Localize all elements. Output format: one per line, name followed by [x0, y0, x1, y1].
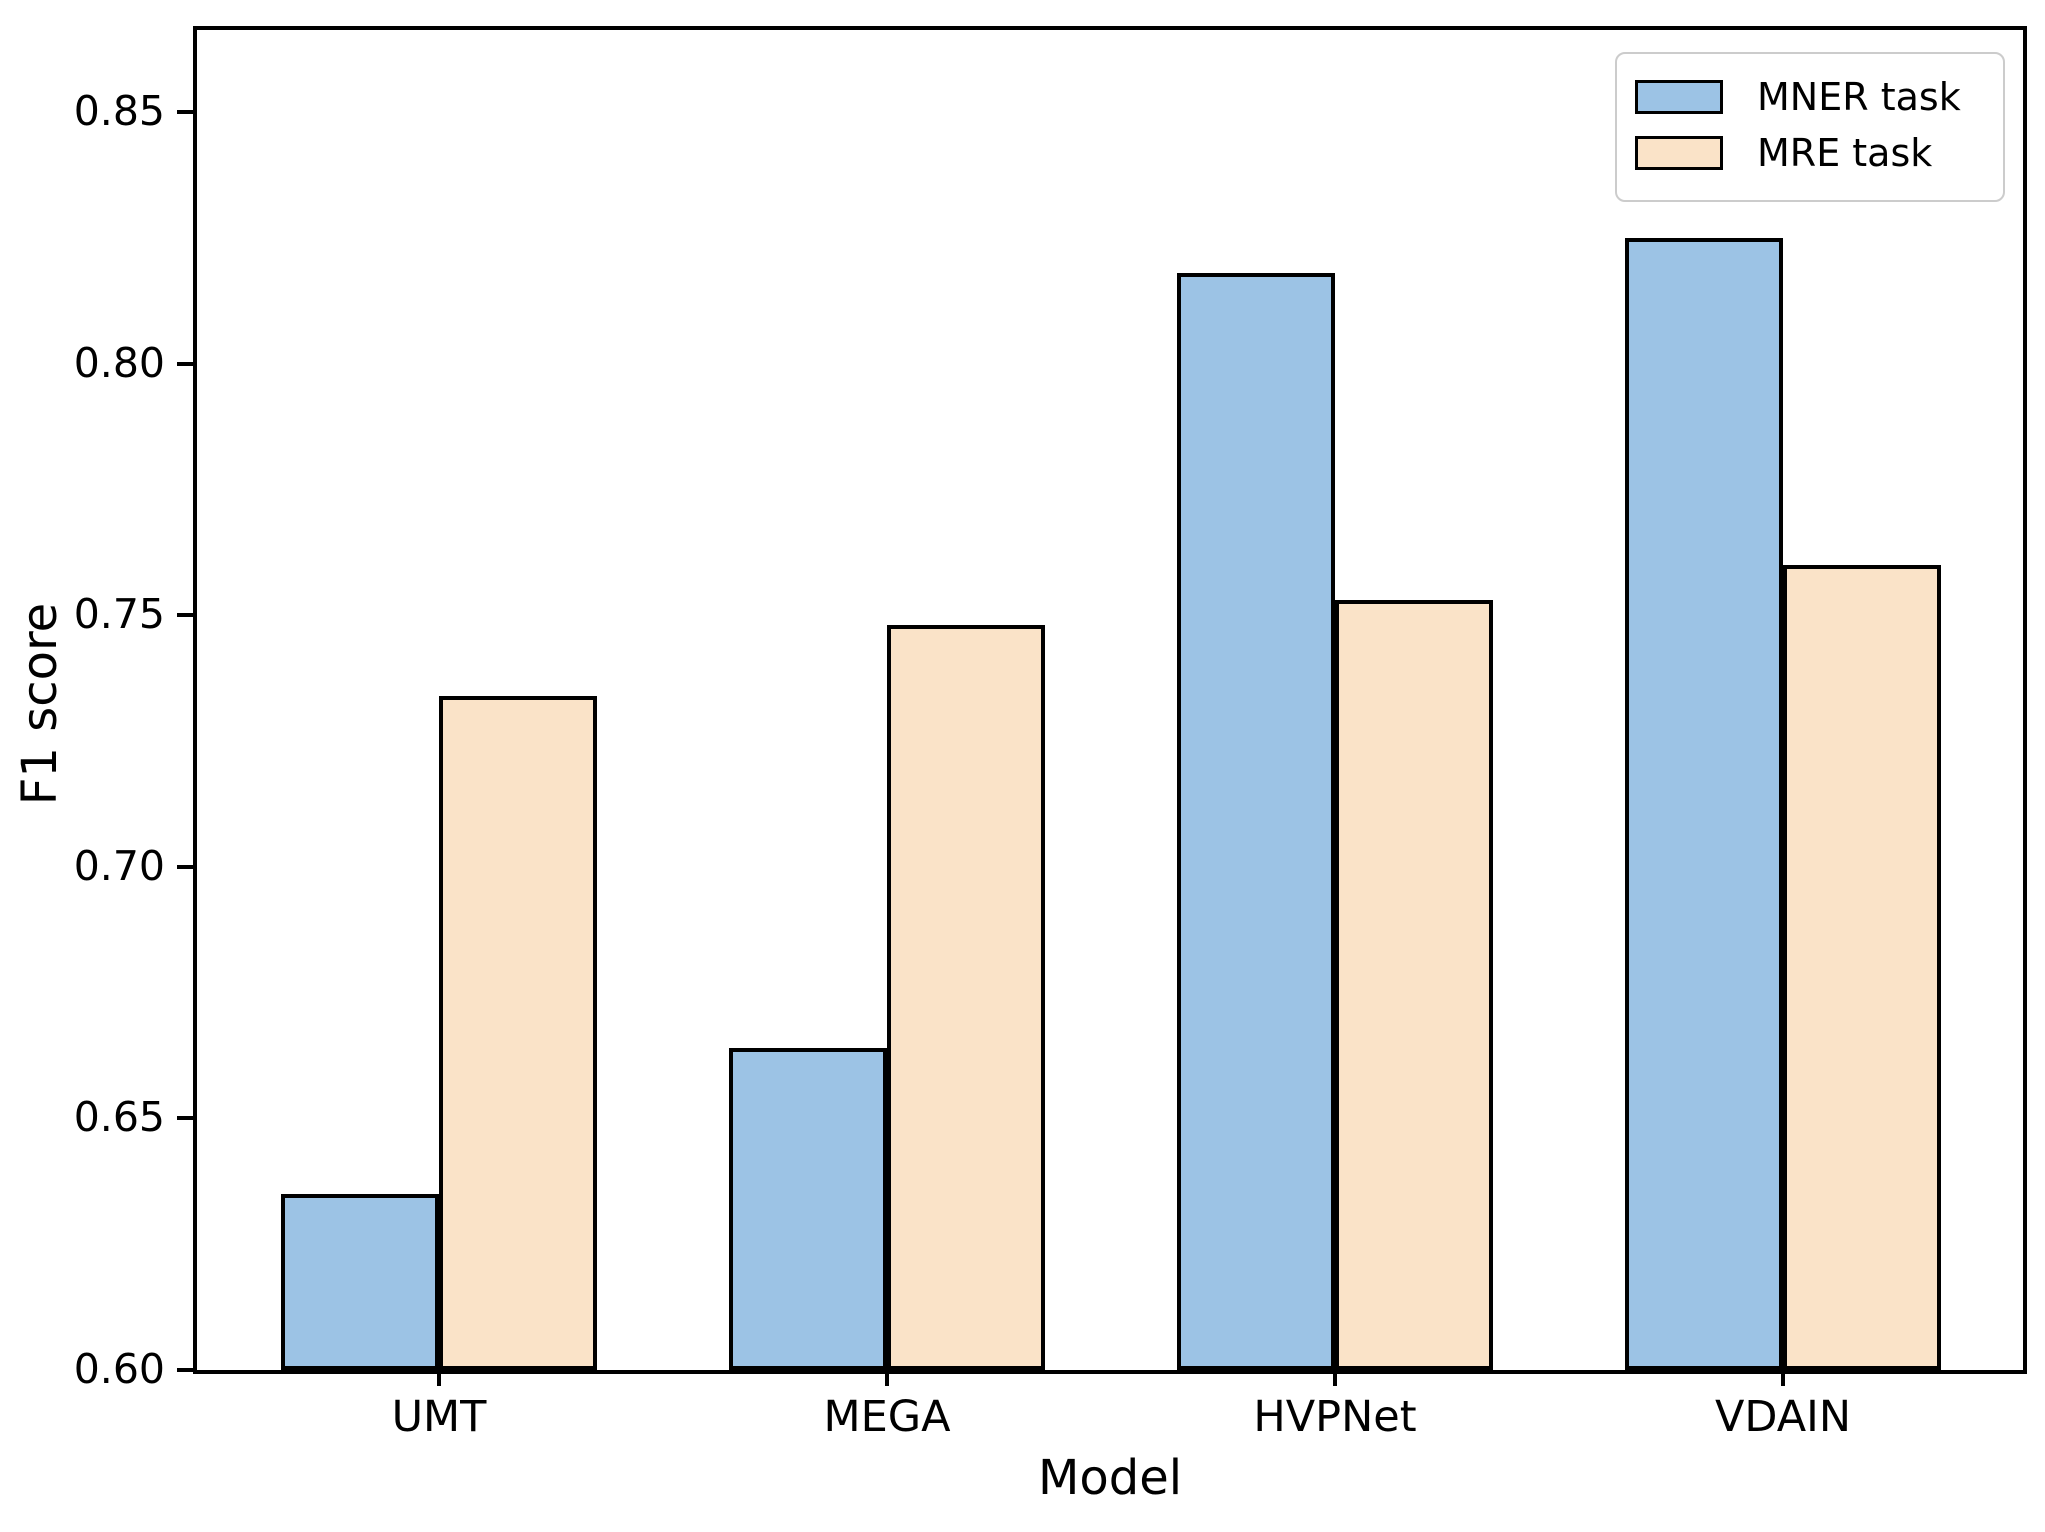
legend-row: MRE task: [1635, 127, 2003, 179]
x-tick-mark: [1781, 1370, 1785, 1386]
y-tick-label: 0.70: [73, 841, 165, 890]
y-tick-label: 0.80: [73, 338, 165, 387]
y-tick-mark: [177, 1116, 193, 1121]
legend-label: MNER task: [1757, 75, 1961, 119]
bar-mner-vdain: [1625, 238, 1783, 1370]
bar-mner-mega: [729, 1048, 887, 1370]
bar-mre-mega: [887, 625, 1045, 1370]
bar-mre-vdain: [1783, 565, 1941, 1370]
bar-mner-umt: [281, 1194, 439, 1370]
legend-row: MNER task: [1635, 71, 2003, 123]
legend: MNER task MRE task: [1615, 52, 2005, 202]
x-tick-mark: [1333, 1370, 1337, 1386]
bar-mre-hvpnet: [1335, 600, 1493, 1370]
y-tick-mark: [177, 1368, 193, 1372]
legend-swatch: [1635, 80, 1723, 114]
y-tick-mark: [177, 864, 193, 869]
y-tick-mark: [177, 613, 193, 618]
x-tick-label: MEGA: [823, 1392, 951, 1442]
x-axis-label: Model: [1037, 1450, 1183, 1506]
x-tick-mark: [885, 1370, 889, 1386]
legend-swatch: [1635, 136, 1723, 170]
bar-mre-umt: [439, 696, 597, 1370]
x-tick-label: HVPNet: [1253, 1392, 1417, 1442]
y-tick-label: 0.75: [73, 590, 165, 639]
plot-area: [193, 26, 2027, 1374]
bar-mner-hvpnet: [1177, 273, 1335, 1370]
y-tick-mark: [177, 361, 193, 366]
y-tick-label: 0.85: [73, 87, 165, 136]
x-tick-mark: [437, 1370, 441, 1386]
y-tick-label: 0.60: [73, 1345, 165, 1393]
x-tick-label: UMT: [391, 1392, 487, 1442]
y-tick-label: 0.65: [73, 1093, 165, 1142]
y-tick-mark: [177, 110, 193, 115]
legend-label: MRE task: [1757, 131, 1933, 175]
x-tick-label: VDAIN: [1714, 1392, 1852, 1442]
